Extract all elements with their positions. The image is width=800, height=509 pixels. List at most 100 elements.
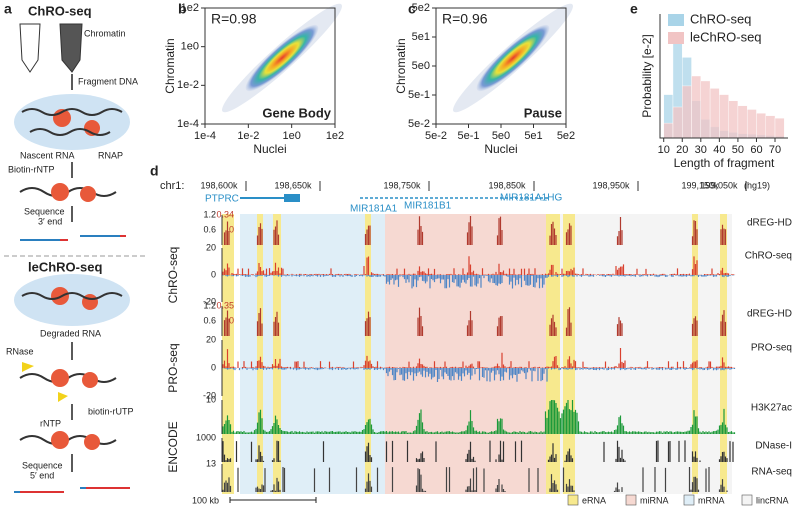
legend-swatch	[683, 494, 695, 506]
dna	[21, 108, 123, 116]
legend-label: eRNA	[582, 495, 606, 505]
signal	[222, 275, 736, 289]
rnap	[51, 369, 69, 387]
label: ChRO-seq	[28, 3, 92, 18]
track-name: ChRO-seq	[745, 251, 792, 262]
x-tick-label: 20	[676, 144, 688, 156]
scale-label: 0	[211, 362, 216, 372]
charts: 1e-4 1e-2 1e0 1e2 1e-4 1e-2 1e0 1e2 R=0.98 Gene B…	[163, 2, 788, 170]
panel-label: Gene Body	[262, 105, 331, 120]
y-tick-label: 5e-2	[408, 118, 430, 130]
group-label: ENCODE	[166, 421, 180, 472]
panel-letter: a	[4, 1, 12, 17]
scale-label: 1000	[196, 432, 216, 442]
scale-label: 20	[206, 334, 216, 344]
legend-swatch	[625, 494, 637, 506]
axes	[659, 14, 788, 139]
label: Fragment DNA	[78, 76, 138, 86]
legend-label: leChRO-seq	[690, 29, 762, 44]
label: rNTP	[40, 418, 61, 428]
bar	[774, 117, 785, 139]
bar	[682, 85, 692, 139]
erna-region	[720, 214, 727, 494]
x-axis-label: Nuclei	[253, 142, 286, 156]
legend-label: lincRNA	[756, 495, 789, 505]
label: RNase	[6, 346, 34, 356]
bar	[663, 122, 674, 139]
genome-browser: chr1: 198,600k 198,650k 198,750k 198,850k 198…	[160, 180, 792, 505]
legend-swatch	[741, 494, 753, 506]
scale-label: 20	[206, 242, 216, 252]
density-cloud	[476, 24, 550, 92]
read	[20, 235, 120, 241]
label: biotin-rUTP	[88, 406, 134, 416]
group-label: PRO-seq	[166, 343, 180, 392]
y-tick-label: 5e0	[412, 60, 430, 72]
nucleus	[14, 274, 130, 326]
x-tick-label: 5e-1	[457, 130, 479, 142]
bar	[728, 100, 739, 139]
scale-label: 0.6	[203, 315, 216, 325]
label: leChRO-seq	[28, 259, 102, 274]
legend-label: mRNA	[698, 495, 725, 505]
y-tick-label: 1e2	[181, 2, 199, 14]
scale-label: 0	[211, 269, 216, 279]
rnap	[51, 183, 69, 201]
coordinate: 198,750k	[383, 180, 421, 190]
bar	[672, 106, 683, 139]
gene-label: PTPRC	[205, 194, 239, 205]
bar	[719, 94, 729, 139]
coordinate: 199,050k	[700, 180, 738, 190]
read	[60, 235, 126, 241]
rnap	[80, 186, 96, 202]
density-cloud	[245, 24, 319, 92]
scale-bar	[229, 497, 317, 503]
x-tick-label: 60	[750, 144, 762, 156]
track-name: dREG-HD	[747, 218, 792, 229]
bar	[737, 105, 748, 139]
label: Biotin-rNTP	[8, 164, 55, 174]
signal	[223, 307, 727, 336]
lincrna-region	[547, 214, 732, 494]
scale-label: -20	[203, 390, 216, 400]
scale-label: 0.6	[203, 224, 216, 234]
rnase	[58, 392, 68, 402]
label: Degraded RNA	[40, 328, 101, 338]
label: 5′ end	[30, 470, 54, 480]
legend-swatch	[668, 14, 684, 26]
signal	[223, 215, 727, 245]
label: Nascent RNA	[20, 150, 75, 160]
scale-bar-label: 100 kb	[192, 495, 219, 505]
signal	[222, 368, 736, 382]
annotation: R=0.96	[442, 11, 488, 27]
scale-label: 0	[229, 315, 234, 325]
y-tick-label: 1e0	[181, 41, 199, 53]
signal	[222, 256, 736, 275]
y-tick-label: 1e-2	[177, 79, 199, 91]
x-tick-label: 1e-2	[237, 130, 259, 142]
x-tick-label: 50	[732, 144, 744, 156]
erna-region	[365, 214, 371, 494]
scale-label: 0.35	[216, 300, 234, 310]
label: Sequence	[24, 206, 65, 216]
x-tick-label: 40	[713, 144, 725, 156]
nucleus	[14, 94, 130, 150]
x-tick-label: 5e2	[557, 130, 575, 142]
rnap	[51, 431, 69, 449]
bar	[691, 75, 702, 139]
legend-swatch	[668, 32, 684, 44]
scale-label: 1.2	[203, 300, 216, 310]
signal	[222, 400, 736, 434]
coordinate: 198,650k	[274, 180, 312, 190]
y-axis-label: Probability [e-2]	[640, 34, 654, 117]
x-tick-label: 70	[769, 144, 781, 156]
x-tick-label: 5e0	[492, 130, 510, 142]
bar	[756, 112, 766, 139]
rnap	[84, 434, 100, 450]
coordinate: 198,950k	[592, 180, 630, 190]
mirna-region	[385, 214, 547, 494]
track-name: PRO-seq	[751, 343, 792, 354]
bar	[746, 109, 757, 139]
gene-label: MIR181A1HG	[500, 193, 562, 204]
